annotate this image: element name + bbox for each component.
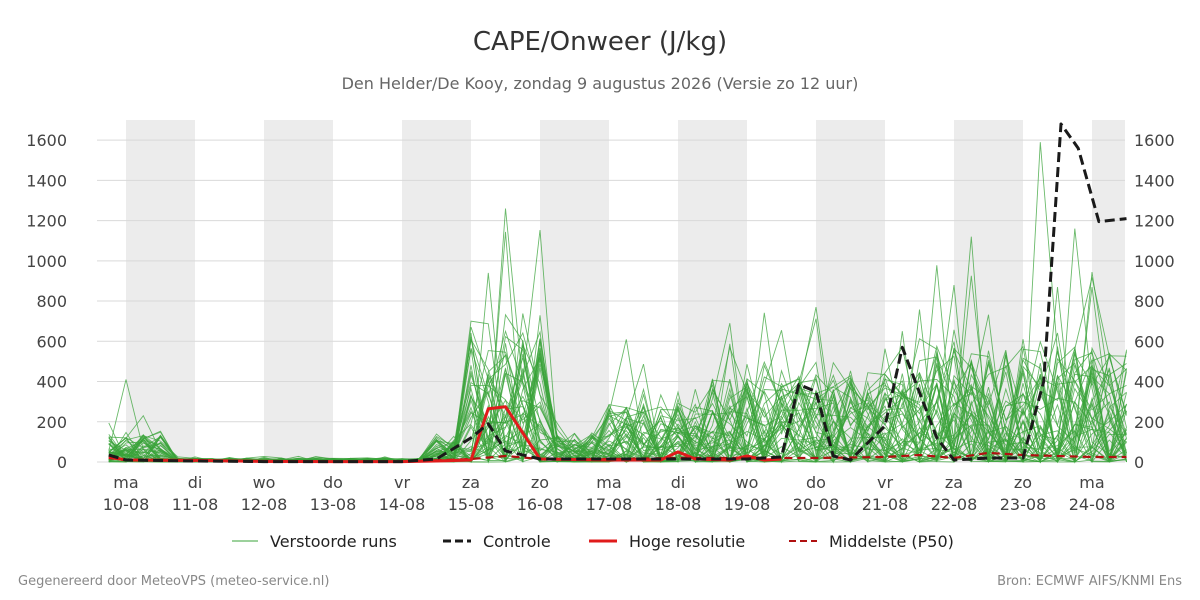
x-tick-date: 13-08: [310, 495, 357, 514]
x-tick-day: do: [806, 473, 826, 492]
day-band: [402, 120, 471, 462]
series-line-dashed-darkred: [108, 451, 1127, 463]
y-tick-label-right: 400: [1134, 373, 1165, 392]
footer-generator: Gegenereerd door MeteoVPS (meteo-service…: [18, 574, 329, 589]
y-tick-label-left: 1000: [26, 252, 67, 271]
y-axis-left: 0 200 400 600 800 1000 1200 1400 1600: [26, 131, 67, 472]
x-tick-date: 10-08: [103, 495, 150, 514]
main-series: [108, 122, 1127, 464]
y-tick-label-right: 600: [1134, 332, 1165, 351]
y-tick-label-left: 600: [36, 332, 67, 351]
x-tick-date: 17-08: [586, 495, 633, 514]
x-tick-day: wo: [253, 473, 276, 492]
x-tick-day: do: [323, 473, 343, 492]
y-tick-label-right: 1000: [1134, 252, 1175, 271]
x-tick-date: 23-08: [1000, 495, 1047, 514]
chart-title: CAPE/Onweer (J/kg): [473, 27, 727, 57]
x-axis: ma 10-08 di 11-08 wo 12-08 do 13-08 vr 14-08 za 15-…: [103, 473, 1116, 514]
x-tick-date: 24-08: [1069, 495, 1116, 514]
y-tick-label-right: 800: [1134, 292, 1165, 311]
x-tick-date: 15-08: [448, 495, 495, 514]
legend-label-ensemble: Verstoorde runs: [270, 532, 397, 551]
day-band: [264, 120, 333, 462]
y-tick-label-left: 400: [36, 373, 67, 392]
x-tick-day: ma: [113, 473, 138, 492]
chart-subtitle: Den Helder/De Kooy, zondag 9 augustus 20…: [342, 74, 859, 93]
legend-label-high-res: Hoge resolutie: [629, 532, 745, 551]
x-tick-date: 21-08: [862, 495, 909, 514]
x-tick-day: za: [945, 473, 963, 492]
legend-label-control: Controle: [483, 532, 551, 551]
y-tick-label-left: 1400: [26, 171, 67, 190]
x-tick-day: ma: [1079, 473, 1104, 492]
x-tick-day: vr: [877, 473, 893, 492]
y-axis-right: 0 200 400 600 800 1000 1200 1400 1600: [1134, 131, 1175, 472]
y-tick-label-left: 1600: [26, 131, 67, 150]
legend-item-control[interactable]: Controle: [443, 532, 551, 551]
legend-label-median: Middelste (P50): [829, 532, 954, 551]
y-tick-label-left: 200: [36, 413, 67, 432]
x-tick-date: 12-08: [241, 495, 288, 514]
x-tick-day: di: [671, 473, 686, 492]
x-tick-day: vr: [394, 473, 410, 492]
x-tick-day: zo: [1014, 473, 1032, 492]
y-tick-label-right: 200: [1134, 413, 1165, 432]
x-tick-day: wo: [736, 473, 759, 492]
x-tick-date: 16-08: [517, 495, 564, 514]
y-tick-label-right: 1200: [1134, 212, 1175, 231]
y-tick-label-left: 0: [57, 453, 67, 472]
x-tick-date: 14-08: [379, 495, 426, 514]
y-tick-label-right: 1600: [1134, 131, 1175, 150]
y-tick-label-right: 1400: [1134, 171, 1175, 190]
x-tick-day: za: [462, 473, 480, 492]
y-tick-label-left: 800: [36, 292, 67, 311]
legend-item-high-res[interactable]: Hoge resolutie: [589, 532, 745, 551]
legend-item-ensemble[interactable]: Verstoorde runs: [232, 532, 397, 551]
y-tick-label-left: 1200: [26, 212, 67, 231]
x-tick-day: di: [188, 473, 203, 492]
x-tick-day: zo: [531, 473, 549, 492]
x-tick-date: 22-08: [931, 495, 978, 514]
x-tick-day: ma: [596, 473, 621, 492]
x-tick-date: 11-08: [172, 495, 219, 514]
series-line-dashed-black: [108, 122, 1127, 464]
day-band: [126, 120, 195, 462]
x-tick-date: 18-08: [655, 495, 702, 514]
footer-source: Bron: ECMWF AIFS/KNMI Ens: [997, 574, 1182, 589]
legend: Verstoorde runs Controle Hoge resolutie …: [232, 532, 954, 551]
x-tick-date: 19-08: [724, 495, 771, 514]
x-tick-date: 20-08: [793, 495, 840, 514]
y-tick-label-right: 0: [1134, 453, 1144, 472]
legend-item-median[interactable]: Middelste (P50): [789, 532, 954, 551]
